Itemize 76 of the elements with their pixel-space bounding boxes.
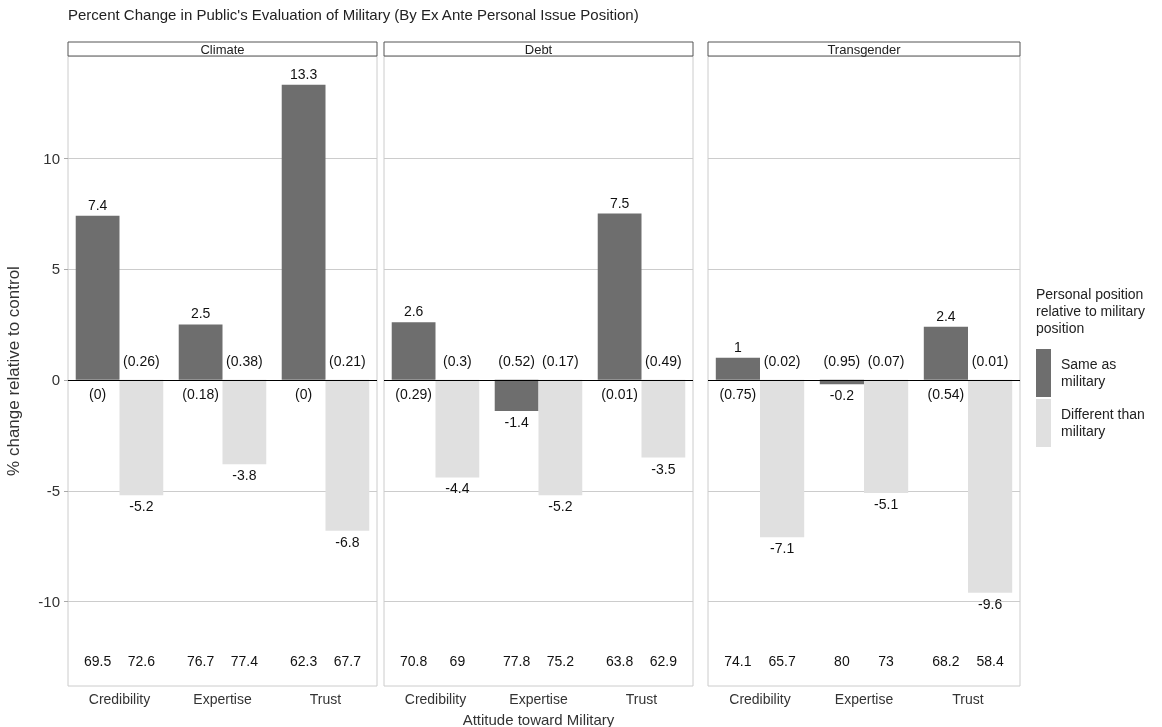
annotation: 62.3	[289, 653, 318, 669]
annotation: (0.01)	[971, 352, 1009, 369]
annotation: (0.26)	[123, 352, 160, 369]
x-tick-label: Expertise	[834, 691, 894, 707]
data-label: 2.5	[190, 305, 211, 322]
data-label: -5.2	[548, 498, 573, 515]
annotation: (0.54)	[927, 385, 965, 402]
data-label: 2.4	[936, 307, 956, 324]
annotation: (0.21)	[329, 352, 366, 369]
x-tick-label: Trust	[309, 691, 342, 707]
text: Same as military	[1061, 356, 1118, 390]
annotation: (0.52)	[498, 352, 535, 369]
y-tick-label: 5	[51, 260, 60, 278]
chart-subtitle: Climate	[200, 41, 245, 57]
annotation: 80	[834, 653, 850, 669]
x-tick-label: Trust	[952, 691, 984, 707]
annotation: 63.8	[605, 653, 634, 669]
x-tick-label: Expertise	[509, 691, 568, 707]
x-tick-label: Trust	[625, 691, 658, 707]
data-label: -1.4	[504, 413, 529, 430]
data-label: 2.6	[403, 303, 424, 320]
y-tick-label: -5	[46, 482, 60, 500]
annotation: 76.7	[186, 653, 215, 669]
data-label: -3.5	[651, 460, 676, 477]
annotation: 58.4	[976, 653, 1004, 669]
legend-title: Personal position relative to military position	[1036, 286, 1146, 337]
y-tick-label: 0	[51, 371, 60, 389]
annotation: (0.95)	[823, 352, 861, 369]
data-label: 13.3	[289, 65, 318, 82]
x-tick-label: Credibility	[404, 691, 467, 707]
annotation: (0.01)	[601, 385, 638, 402]
data-label: -7.1	[770, 540, 795, 557]
chart-title: Percent Change in Public's Evaluation of Military (By Ex Ante Personal Issue Position)	[68, 6, 639, 23]
annotation: (0.75)	[719, 385, 757, 402]
annotation: (0.49)	[645, 352, 682, 369]
annotation: 62.9	[649, 653, 678, 669]
data-label: -4.4	[445, 480, 470, 497]
text: Different than military	[1061, 406, 1146, 440]
data-label: 7.4	[87, 196, 108, 213]
y-axis-title: % change relative to control	[4, 266, 23, 476]
x-tick-label: Credibility	[729, 691, 791, 707]
annotation: 65.7	[768, 653, 796, 669]
annotation: 77.8	[502, 653, 531, 669]
annotation: 70.8	[399, 653, 428, 669]
annotation: (0.18)	[182, 385, 219, 402]
y-tick-label: -10	[38, 593, 60, 611]
chart-subtitle: Transgender	[827, 41, 902, 57]
data-label: -9.6	[978, 595, 1003, 612]
data-label: -5.1	[874, 496, 899, 513]
annotation: 69.5	[83, 653, 112, 669]
data-label: -5.2	[129, 498, 154, 515]
annotation: 73	[878, 653, 895, 669]
annotation: 67.7	[333, 653, 362, 669]
annotation: (0)	[89, 385, 107, 402]
data-label: -6.8	[335, 533, 360, 550]
annotation: (0.38)	[226, 352, 263, 369]
annotation: 75.2	[546, 653, 575, 669]
x-tick-label: Credibility	[88, 691, 151, 707]
annotation: (0.02)	[763, 352, 801, 369]
annotation: (0.17)	[542, 352, 579, 369]
x-tick-label: Expertise	[193, 691, 252, 707]
annotation: (0.07)	[867, 352, 905, 369]
y-tick-label: 10	[43, 149, 60, 167]
data-label: 1	[734, 338, 742, 355]
annotation: 74.1	[724, 653, 752, 669]
annotation: (0.3)	[442, 352, 472, 369]
annotation: (0)	[295, 385, 313, 402]
data-label: 7.5	[609, 194, 630, 211]
annotation: 77.4	[230, 653, 259, 669]
annotation: 69	[449, 653, 466, 669]
data-label: -3.8	[232, 467, 257, 484]
annotation: 72.6	[127, 653, 156, 669]
annotation: (0.29)	[395, 385, 432, 402]
chart-subtitle: Debt	[524, 41, 553, 57]
data-label: -0.2	[829, 387, 855, 404]
annotation: 68.2	[932, 653, 960, 669]
